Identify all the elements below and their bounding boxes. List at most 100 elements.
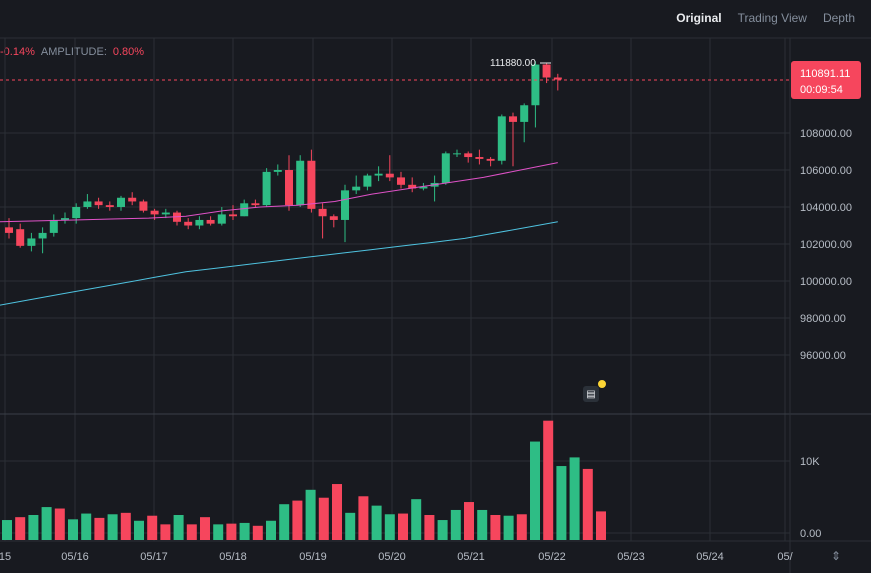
candle-body xyxy=(184,221,193,226)
candle-body xyxy=(553,77,562,80)
candle-body xyxy=(251,203,260,206)
candle-body xyxy=(352,186,361,191)
candle-body xyxy=(430,182,439,187)
volume-bar xyxy=(68,519,78,540)
volume-bar xyxy=(371,505,382,540)
volume-bars xyxy=(2,420,606,540)
volume-bar xyxy=(120,512,131,540)
tab-original[interactable]: Original xyxy=(676,11,722,25)
x-tick-label: 05/23 xyxy=(617,551,645,563)
volume-bar xyxy=(134,520,144,540)
volume-bar xyxy=(411,499,422,540)
volume-bar xyxy=(252,525,263,540)
candle-body xyxy=(475,157,484,159)
volume-bar xyxy=(173,515,184,540)
candle-body xyxy=(296,160,305,206)
candle-body xyxy=(117,197,125,207)
amplitude-label: AMPLITUDE: xyxy=(40,46,107,58)
x-tick-label: 05/17 xyxy=(140,551,168,563)
y-tick-label: 104000.00 xyxy=(800,202,852,214)
y-tick-label: 106000.00 xyxy=(800,165,852,177)
x-tick-label: 05/16 xyxy=(61,551,89,563)
candle-body xyxy=(240,203,249,217)
volume-bar xyxy=(437,520,448,540)
volume-bar xyxy=(54,508,65,540)
candle-body xyxy=(173,212,181,222)
candle-body xyxy=(27,238,36,246)
change-value: -0.14% xyxy=(0,46,35,58)
candle-body xyxy=(16,229,25,246)
volume-bar xyxy=(358,496,369,540)
volume-bar xyxy=(556,466,567,540)
candle-body xyxy=(195,219,204,226)
view-tabs: Original Trading View Depth xyxy=(676,0,871,36)
volume-tick-label: 10K xyxy=(800,456,820,468)
x-tick-label: 05/ xyxy=(777,551,793,563)
candle-body xyxy=(486,158,495,161)
volume-bar xyxy=(398,513,408,540)
volume-bar xyxy=(384,514,395,540)
x-tick-label: 05/21 xyxy=(457,551,485,563)
candle-body xyxy=(464,153,473,158)
candle-body xyxy=(49,219,58,233)
x-tick-label: 05/22 xyxy=(538,551,566,563)
candle-body xyxy=(531,64,540,106)
volume-bar xyxy=(200,517,210,540)
moving-averages xyxy=(0,162,558,306)
candle-body xyxy=(509,116,517,122)
notification-icon[interactable]: ▤ xyxy=(583,386,599,402)
candle-body xyxy=(105,205,114,207)
volume-bar xyxy=(160,524,171,540)
y-tick-label: 108000.00 xyxy=(800,128,852,140)
candle-body xyxy=(318,208,327,217)
volume-bar xyxy=(345,512,356,540)
candle-body xyxy=(408,184,417,189)
expand-vertical-icon[interactable]: ⇕ xyxy=(830,549,841,563)
notification-dot-icon xyxy=(598,380,606,388)
candle-body xyxy=(38,232,47,239)
grid-lines xyxy=(0,37,871,573)
x-tick-label: 05/20 xyxy=(378,551,406,563)
price-badge: 110891.11 00:09:54 xyxy=(791,61,861,99)
candle-body xyxy=(273,170,282,172)
candle-body xyxy=(542,64,551,78)
volume-bar xyxy=(424,515,435,540)
y-tick-label: 98000.00 xyxy=(800,313,846,325)
candle-body xyxy=(285,170,293,206)
candle-body xyxy=(397,177,405,185)
candle-body xyxy=(139,201,148,211)
candle-body xyxy=(5,227,13,233)
volume-bar xyxy=(305,489,316,540)
tab-depth[interactable]: Depth xyxy=(822,11,855,25)
volume-tick-label: 0.00 xyxy=(800,528,821,540)
candle-body xyxy=(419,186,428,189)
volume-bar xyxy=(279,504,290,540)
candle-body xyxy=(329,216,338,220)
candle-body xyxy=(94,201,103,206)
volume-bar xyxy=(596,511,606,540)
candle-body xyxy=(374,173,383,176)
high-marker-label: 111880.00 xyxy=(490,58,536,69)
candle-body xyxy=(72,207,81,219)
candle-body xyxy=(262,171,271,206)
volume-bar xyxy=(569,457,580,540)
candle-body xyxy=(206,219,215,224)
volume-bar xyxy=(213,524,224,540)
candle-body xyxy=(441,153,450,183)
ma-long-line xyxy=(0,221,558,306)
volume-bar xyxy=(81,513,92,540)
tab-trading-view[interactable]: Trading View xyxy=(737,11,807,25)
volume-bar xyxy=(582,468,593,540)
volume-bar xyxy=(15,517,26,540)
candle-body xyxy=(453,153,461,155)
y-tick-label: 102000.00 xyxy=(800,239,852,251)
volume-bar xyxy=(41,507,52,540)
volume-bar xyxy=(226,523,237,540)
volume-bar xyxy=(464,502,474,540)
volume-bar xyxy=(490,515,501,540)
x-tick-label: 05/18 xyxy=(219,551,247,563)
volume-bar xyxy=(450,509,461,540)
x-tick-label: 05/24 xyxy=(696,551,724,563)
candles xyxy=(5,61,562,254)
